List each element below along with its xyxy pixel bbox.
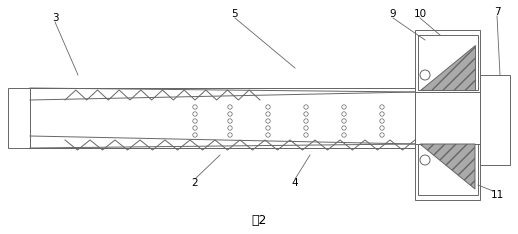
Text: 7: 7 [494,7,500,17]
Text: 10: 10 [413,9,426,19]
Polygon shape [480,75,510,165]
Polygon shape [420,45,475,90]
Text: 4: 4 [292,178,298,188]
Text: 3: 3 [52,13,59,23]
Text: 图2: 图2 [251,213,267,227]
Circle shape [420,155,430,165]
Polygon shape [415,92,480,144]
Polygon shape [30,88,415,148]
Polygon shape [418,144,478,195]
Text: 9: 9 [390,9,396,19]
Circle shape [420,70,430,80]
Text: 11: 11 [491,190,503,200]
Polygon shape [418,35,478,90]
Polygon shape [415,30,480,92]
Text: 5: 5 [232,9,238,19]
Polygon shape [420,144,475,189]
Polygon shape [415,144,480,200]
Text: 2: 2 [192,178,198,188]
Polygon shape [8,88,30,148]
